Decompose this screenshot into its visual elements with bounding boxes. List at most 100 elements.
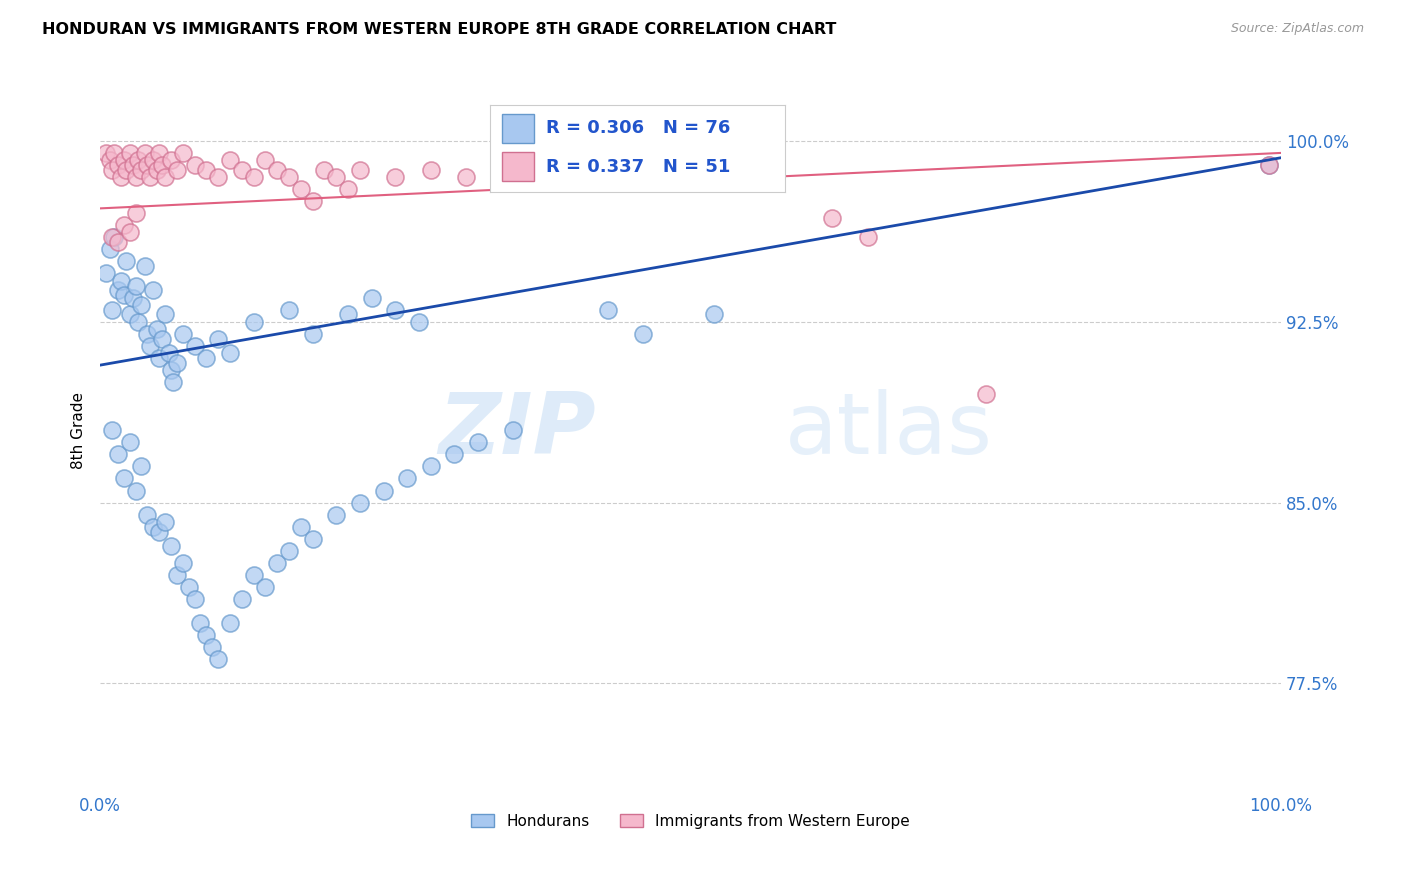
- Point: [172, 145, 194, 160]
- Point: [633, 326, 655, 341]
- Point: [148, 524, 170, 539]
- Point: [166, 356, 188, 370]
- Point: [190, 616, 212, 631]
- Point: [467, 435, 489, 450]
- Text: Source: ZipAtlas.com: Source: ZipAtlas.com: [1230, 22, 1364, 36]
- Point: [396, 471, 419, 485]
- Point: [112, 219, 135, 233]
- Point: [115, 162, 138, 177]
- Point: [150, 332, 173, 346]
- Point: [110, 169, 132, 184]
- Point: [124, 483, 146, 498]
- Point: [101, 230, 124, 244]
- Point: [112, 288, 135, 302]
- Point: [974, 387, 997, 401]
- Point: [349, 162, 371, 177]
- Point: [408, 315, 430, 329]
- Point: [107, 158, 129, 172]
- Point: [314, 162, 336, 177]
- Point: [134, 145, 156, 160]
- Point: [118, 308, 141, 322]
- Point: [122, 158, 145, 172]
- Point: [219, 346, 242, 360]
- Point: [301, 532, 323, 546]
- Point: [103, 230, 125, 244]
- Point: [166, 162, 188, 177]
- Point: [242, 568, 264, 582]
- Point: [160, 153, 183, 168]
- Point: [201, 640, 224, 655]
- Point: [118, 145, 141, 160]
- Legend: Hondurans, Immigrants from Western Europe: Hondurans, Immigrants from Western Europ…: [465, 807, 917, 835]
- Point: [142, 153, 165, 168]
- Point: [1258, 158, 1281, 172]
- Point: [207, 652, 229, 666]
- Point: [456, 169, 478, 184]
- Point: [325, 169, 347, 184]
- Point: [160, 539, 183, 553]
- Point: [127, 153, 149, 168]
- Point: [231, 162, 253, 177]
- Point: [148, 351, 170, 365]
- Point: [373, 483, 395, 498]
- Point: [118, 435, 141, 450]
- Point: [278, 169, 301, 184]
- Point: [146, 162, 169, 177]
- Point: [153, 169, 176, 184]
- Point: [138, 169, 160, 184]
- Point: [136, 158, 159, 172]
- Point: [136, 508, 159, 522]
- Point: [290, 519, 312, 533]
- Point: [136, 326, 159, 341]
- Point: [207, 169, 229, 184]
- Point: [153, 308, 176, 322]
- Text: HONDURAN VS IMMIGRANTS FROM WESTERN EUROPE 8TH GRADE CORRELATION CHART: HONDURAN VS IMMIGRANTS FROM WESTERN EURO…: [42, 22, 837, 37]
- Point: [142, 284, 165, 298]
- Point: [107, 235, 129, 249]
- Point: [183, 158, 205, 172]
- Point: [131, 298, 153, 312]
- Point: [110, 274, 132, 288]
- Point: [122, 291, 145, 305]
- Point: [856, 230, 879, 244]
- Point: [254, 153, 277, 168]
- Point: [360, 291, 382, 305]
- Point: [301, 194, 323, 209]
- Point: [127, 315, 149, 329]
- Point: [134, 259, 156, 273]
- Point: [146, 322, 169, 336]
- Text: atlas: atlas: [785, 389, 993, 472]
- Point: [177, 580, 200, 594]
- Point: [195, 628, 218, 642]
- Point: [231, 592, 253, 607]
- Point: [384, 302, 406, 317]
- Point: [107, 284, 129, 298]
- Point: [443, 447, 465, 461]
- Point: [419, 459, 441, 474]
- Point: [101, 423, 124, 437]
- Point: [153, 515, 176, 529]
- Point: [419, 162, 441, 177]
- Point: [118, 226, 141, 240]
- Point: [162, 375, 184, 389]
- Point: [98, 243, 121, 257]
- Point: [384, 169, 406, 184]
- Point: [107, 447, 129, 461]
- Point: [112, 153, 135, 168]
- Point: [325, 508, 347, 522]
- Point: [278, 302, 301, 317]
- Point: [1258, 158, 1281, 172]
- Point: [142, 519, 165, 533]
- Point: [337, 308, 360, 322]
- Point: [172, 326, 194, 341]
- Point: [219, 616, 242, 631]
- Point: [138, 339, 160, 353]
- Point: [94, 145, 117, 160]
- Point: [703, 308, 725, 322]
- Point: [596, 302, 619, 317]
- Point: [124, 206, 146, 220]
- Point: [337, 182, 360, 196]
- Point: [254, 580, 277, 594]
- Point: [148, 145, 170, 160]
- Point: [101, 302, 124, 317]
